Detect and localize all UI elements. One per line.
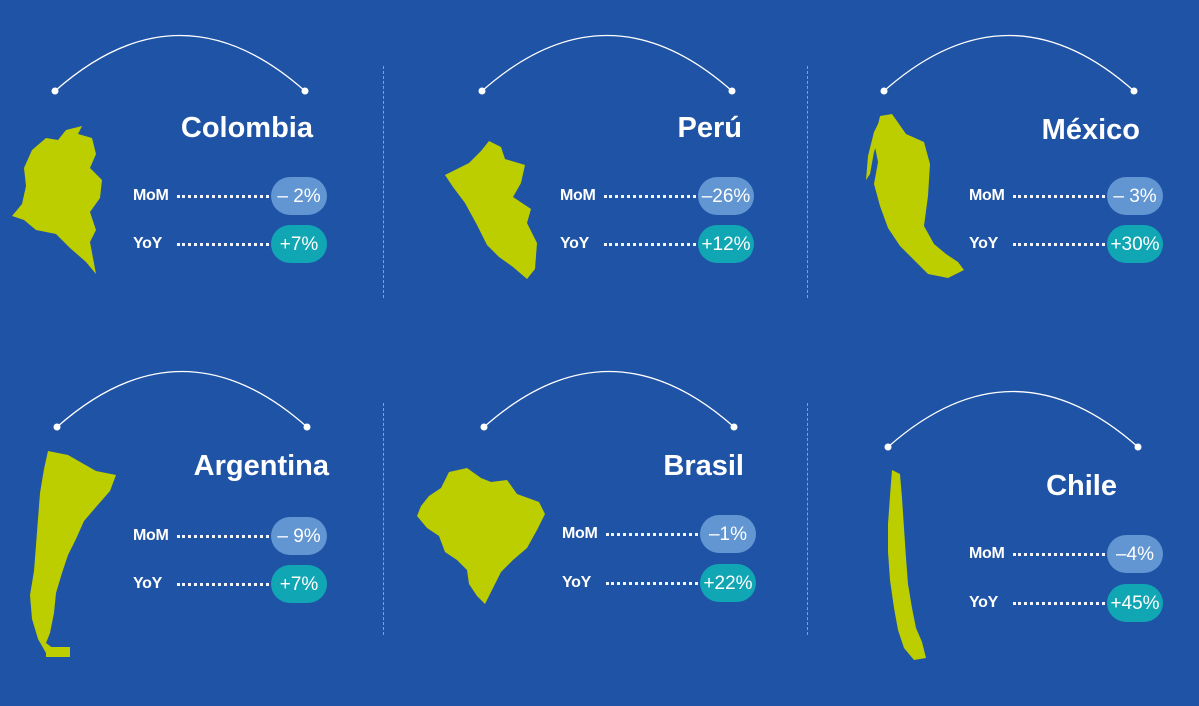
- dotted-leader: [606, 532, 698, 536]
- country-card-brasil: Brasil MoM –1% YoY +22%: [417, 336, 769, 636]
- mom-row: MoM – 2%: [133, 177, 327, 215]
- mom-row: MoM –4%: [969, 535, 1163, 573]
- yoy-row: YoY +45%: [969, 584, 1163, 622]
- yoy-value-badge: +12%: [698, 225, 754, 263]
- mom-label: MoM: [133, 527, 169, 544]
- mom-label: MoM: [133, 187, 169, 204]
- yoy-value-badge: +22%: [700, 564, 756, 602]
- column-divider: [807, 403, 808, 635]
- arc-decoration: [478, 34, 736, 95]
- country-card-peru: Perú MoM –26% YoY +12%: [427, 0, 767, 300]
- mom-value-badge: – 2%: [271, 177, 327, 215]
- arc-decoration: [884, 390, 1142, 451]
- yoy-label: YoY: [969, 594, 999, 611]
- yoy-row: YoY +7%: [133, 225, 327, 263]
- yoy-label: YoY: [560, 235, 590, 252]
- arc-decoration: [480, 370, 738, 431]
- yoy-label: YoY: [562, 574, 592, 591]
- dotted-leader: [177, 194, 269, 198]
- column-divider: [383, 403, 384, 635]
- peru-map-icon: [445, 141, 537, 279]
- yoy-label: YoY: [133, 575, 163, 592]
- yoy-row: YoY +22%: [562, 564, 756, 602]
- mom-row: MoM –1%: [562, 515, 756, 553]
- yoy-value-badge: +30%: [1107, 225, 1163, 263]
- mom-value-badge: –1%: [700, 515, 756, 553]
- yoy-value-badge: +7%: [271, 225, 327, 263]
- dotted-leader: [604, 242, 696, 246]
- yoy-label: YoY: [969, 235, 999, 252]
- mom-row: MoM – 9%: [133, 517, 327, 555]
- dotted-leader: [1013, 601, 1105, 605]
- yoy-value-badge: +7%: [271, 565, 327, 603]
- dotted-leader: [177, 242, 269, 246]
- dotted-leader: [1013, 242, 1105, 246]
- country-name: Chile: [1046, 470, 1117, 502]
- mexico-map-icon: [866, 114, 964, 278]
- yoy-row: YoY +30%: [969, 225, 1163, 263]
- mom-label: MoM: [562, 525, 598, 542]
- yoy-value-badge: +45%: [1107, 584, 1163, 622]
- country-name: Perú: [677, 112, 742, 144]
- mom-label: MoM: [969, 545, 1005, 562]
- yoy-row: YoY +7%: [133, 565, 327, 603]
- country-card-chile: Chile MoM –4% YoY +45%: [836, 356, 1176, 660]
- dotted-leader: [606, 581, 698, 585]
- dotted-leader: [177, 582, 269, 586]
- brasil-map-icon: [417, 468, 545, 604]
- country-name: Brasil: [663, 450, 744, 482]
- country-card-colombia: Colombia MoM – 2% YoY +7%: [0, 0, 340, 300]
- column-divider: [807, 66, 808, 298]
- dotted-leader: [1013, 194, 1105, 198]
- mom-value-badge: – 3%: [1107, 177, 1163, 215]
- yoy-label: YoY: [133, 235, 163, 252]
- column-divider: [383, 66, 384, 298]
- arc-decoration: [53, 370, 311, 431]
- argentina-map-icon: [30, 451, 116, 657]
- yoy-row: YoY +12%: [560, 225, 754, 263]
- arc-decoration: [880, 34, 1138, 95]
- dotted-leader: [1013, 552, 1105, 556]
- mom-row: MoM – 3%: [969, 177, 1163, 215]
- country-name: Colombia: [180, 112, 313, 144]
- chile-map-icon: [888, 470, 926, 660]
- country-name: Argentina: [193, 450, 329, 482]
- country-card-mexico: México MoM – 3% YoY +30%: [836, 0, 1176, 300]
- mom-label: MoM: [560, 187, 596, 204]
- mom-row: MoM –26%: [560, 177, 754, 215]
- colombia-map-icon: [12, 126, 102, 274]
- mom-value-badge: –26%: [698, 177, 754, 215]
- mom-label: MoM: [969, 187, 1005, 204]
- arc-decoration: [51, 34, 309, 95]
- dotted-leader: [604, 194, 696, 198]
- mom-value-badge: – 9%: [271, 517, 327, 555]
- country-card-argentina: Argentina MoM – 9% YoY +7%: [0, 336, 340, 657]
- country-name: México: [1041, 114, 1140, 146]
- mom-value-badge: –4%: [1107, 535, 1163, 573]
- dotted-leader: [177, 534, 269, 538]
